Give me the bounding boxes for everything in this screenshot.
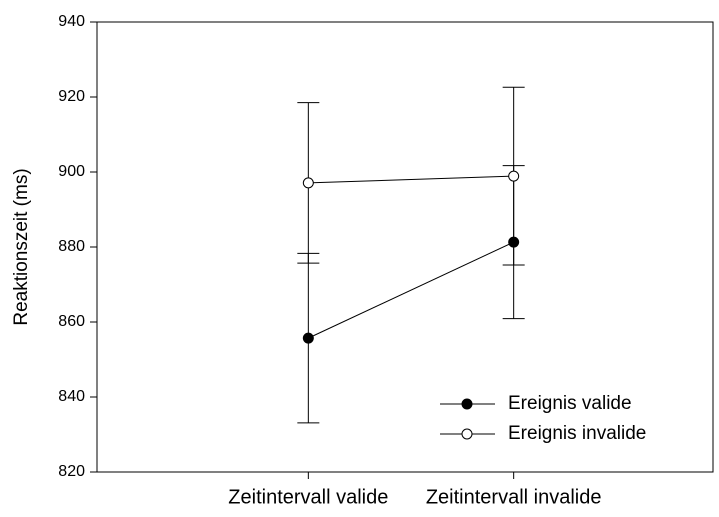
series-line: [308, 175, 514, 184]
legend-marker: [461, 428, 473, 440]
y-tick-label: 820: [58, 463, 85, 480]
legend-label: Ereignis invalide: [508, 423, 646, 444]
x-tick-label: Zeitintervall valide: [228, 486, 388, 508]
marker: [302, 332, 314, 344]
y-tick-label: 880: [58, 238, 85, 255]
marker: [508, 170, 520, 182]
y-tick-label: 840: [58, 388, 85, 405]
series-line: [308, 241, 514, 339]
marker: [302, 177, 314, 189]
y-tick-label: 920: [58, 88, 85, 105]
legend-marker: [461, 398, 473, 410]
legend-label: Ereignis valide: [508, 393, 632, 414]
y-tick-label: 900: [58, 163, 85, 180]
y-tick-label: 940: [58, 13, 85, 30]
y-axis-title: Reaktionszeit (ms): [11, 168, 32, 325]
y-tick-label: 860: [58, 313, 85, 330]
x-tick-label: Zeitintervall invalide: [426, 486, 602, 508]
